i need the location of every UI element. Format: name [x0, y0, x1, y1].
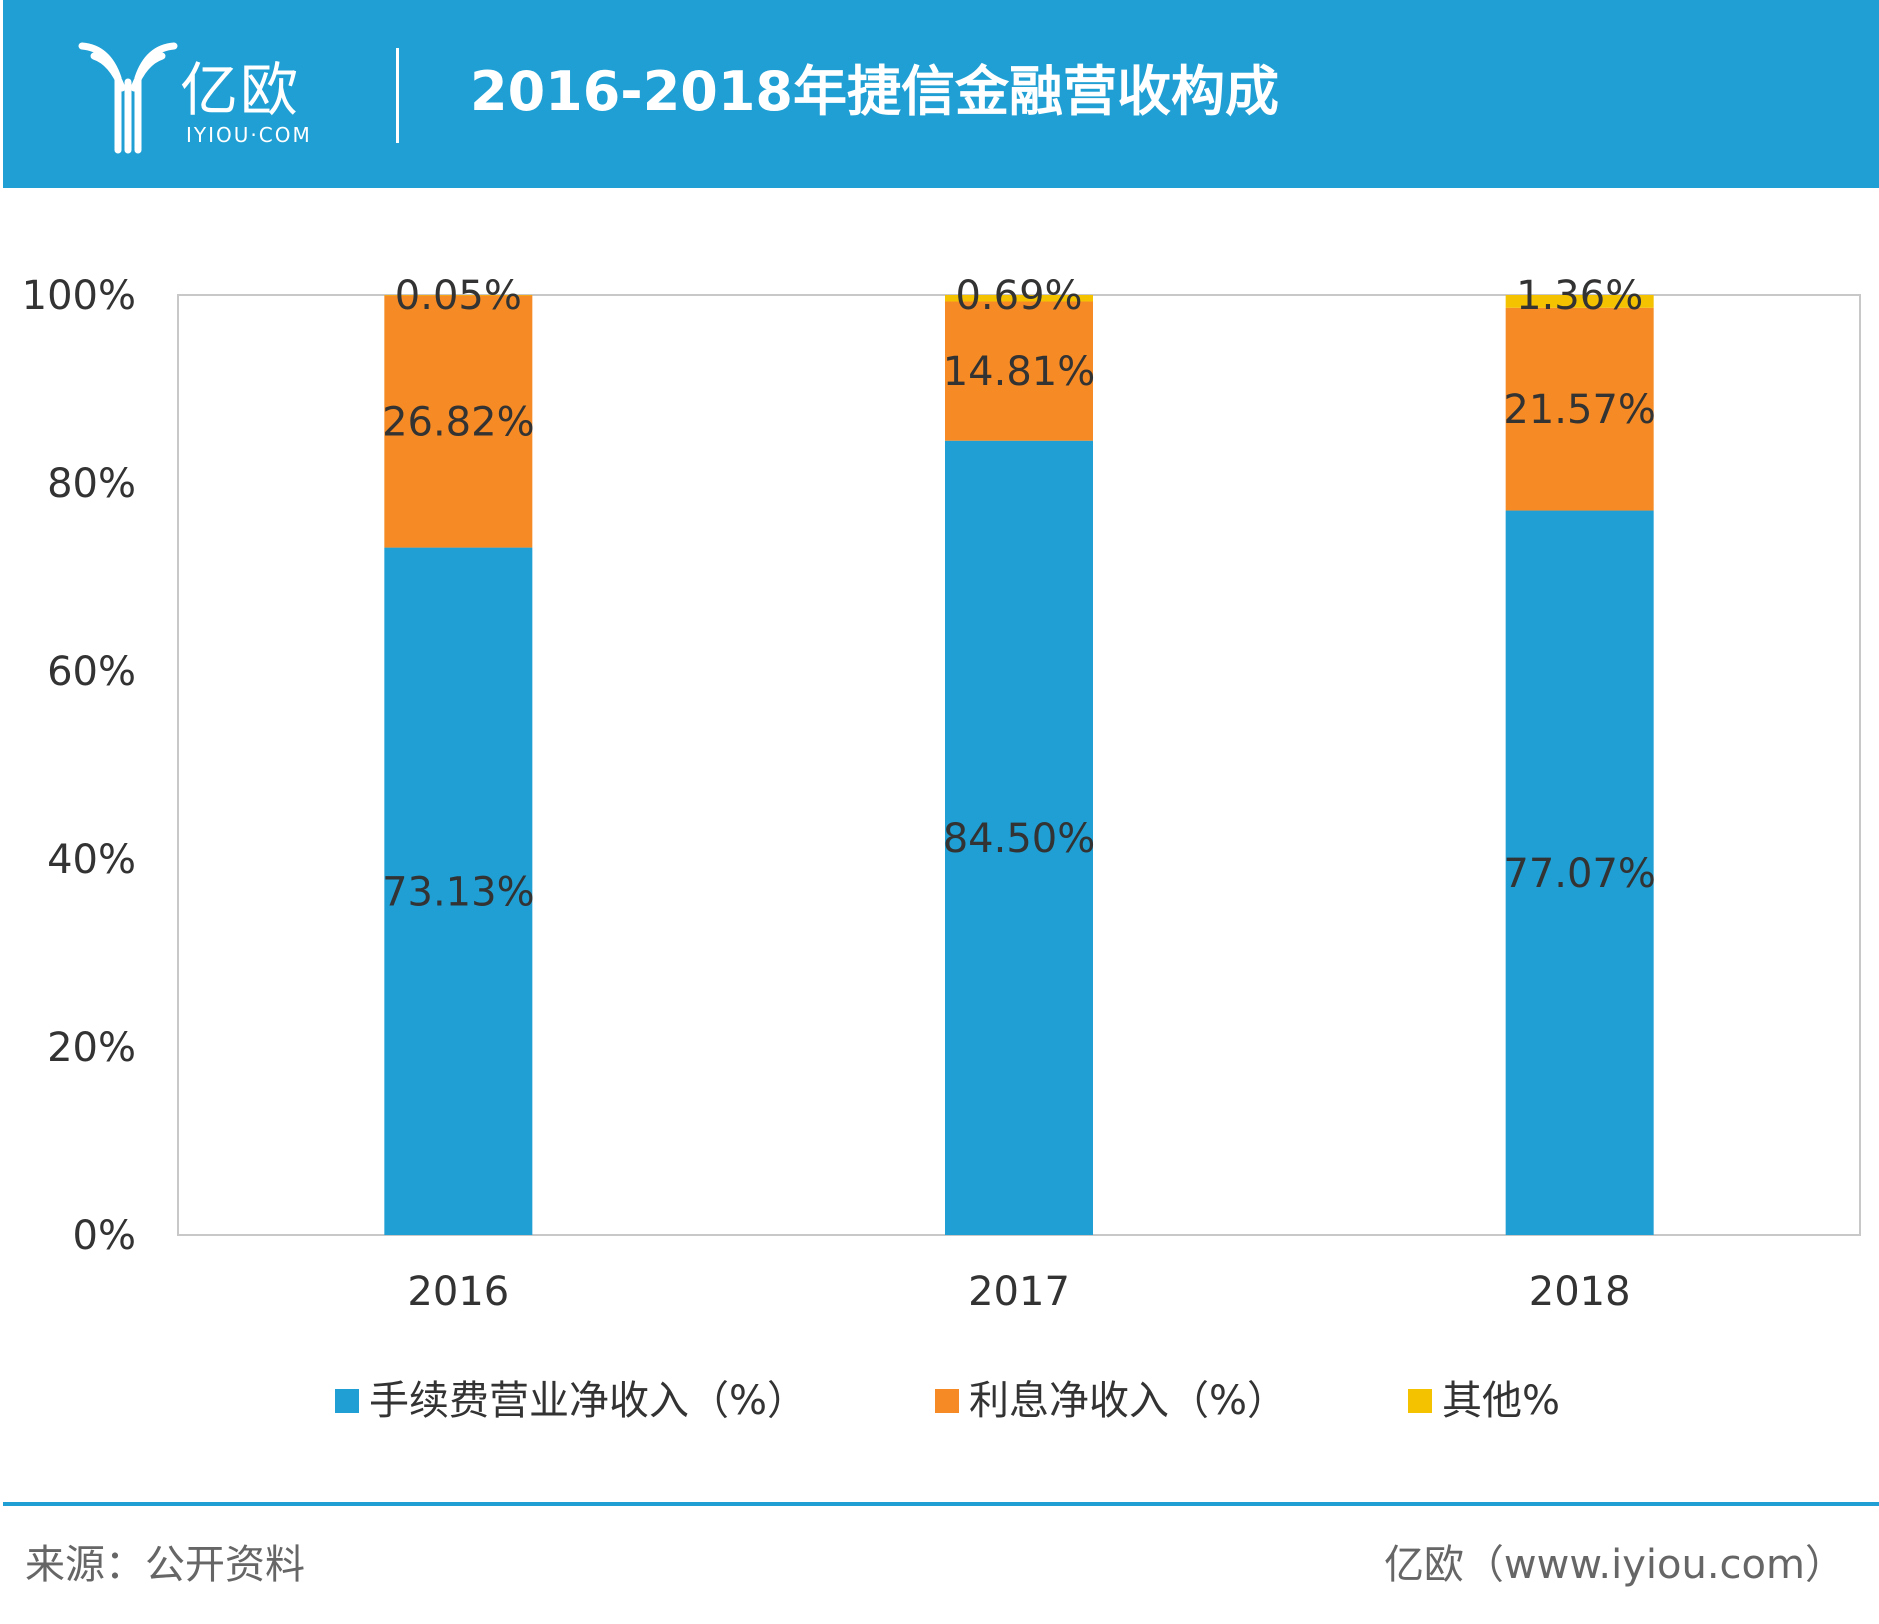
- logo-english-text: IYIOU·COM: [186, 123, 312, 147]
- header-banner: 亿欧 IYIOU·COM 2016-2018年捷信金融营收构成: [3, 0, 1879, 188]
- data-label: 73.13%: [382, 869, 535, 915]
- data-label: 0.05%: [395, 273, 522, 319]
- y-tick-label: 0%: [73, 1213, 136, 1259]
- bar-segment: [1505, 510, 1654, 1235]
- bar-segment: [945, 440, 1093, 1235]
- iyiou-logo-icon: [78, 42, 178, 154]
- legend-label-interest: 利息净收入（%）: [969, 1378, 1288, 1424]
- y-tick-label: 100%: [22, 273, 136, 319]
- y-tick-label: 40%: [47, 837, 136, 883]
- legend-swatch-other: [1408, 1389, 1432, 1413]
- legend-label-other: 其他%: [1442, 1378, 1561, 1424]
- data-label: 14.81%: [943, 349, 1096, 395]
- footer-divider: [3, 1502, 1879, 1506]
- y-tick-label: 20%: [47, 1025, 136, 1071]
- x-tick-label: 2016: [407, 1269, 509, 1315]
- credit-note: 亿欧（www.iyiou.com）: [1383, 1542, 1845, 1588]
- legend-swatch-interest: [935, 1389, 959, 1413]
- source-note: 来源：公开资料: [25, 1542, 305, 1588]
- logo-chinese-text: 亿欧: [180, 56, 301, 124]
- bar-segment: [1505, 307, 1654, 511]
- x-tick-label: 2017: [968, 1269, 1070, 1315]
- bar-segment: [1505, 295, 1654, 308]
- y-tick-label: 80%: [47, 461, 136, 507]
- bar-segment: [384, 295, 533, 548]
- data-label: 77.07%: [1503, 851, 1656, 897]
- legend-swatch-fee: [335, 1389, 359, 1413]
- bar-segment: [945, 301, 1093, 441]
- stacked-bar-chart: 0% 20% 40% 60% 80% 100% 73.13% 26.82% 0.05% 2016 8…: [22, 273, 1861, 1315]
- chart-title: 2016-2018年捷信金融营收构成: [470, 60, 1279, 123]
- legend-label-fee: 手续费营业净收入（%）: [369, 1378, 808, 1424]
- bar-segment: [945, 295, 1093, 302]
- data-label: 21.57%: [1503, 387, 1656, 433]
- x-tick-label: 2018: [1529, 1269, 1631, 1315]
- header-divider: [396, 48, 399, 143]
- bar-segment: [384, 547, 533, 1235]
- legend-item-interest: 利息净收入（%）: [935, 1376, 1287, 1426]
- iyiou-logo: 亿欧 IYIOU·COM: [78, 38, 338, 158]
- data-label: 26.82%: [382, 400, 535, 446]
- data-label: 0.69%: [955, 273, 1082, 319]
- y-tick-label: 60%: [47, 649, 136, 695]
- legend-item-fee: 手续费营业净收入（%）: [335, 1376, 807, 1426]
- legend-item-other: 其他%: [1408, 1376, 1560, 1426]
- data-label: 84.50%: [943, 816, 1096, 862]
- data-label: 1.36%: [1516, 273, 1643, 319]
